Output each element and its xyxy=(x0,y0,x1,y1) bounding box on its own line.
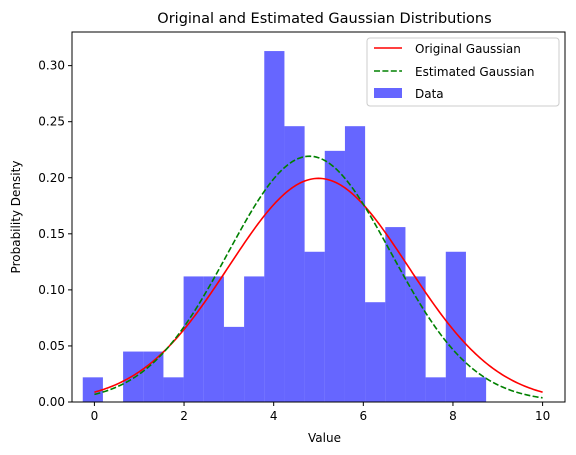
histogram-bar xyxy=(365,302,386,402)
x-axis-ticks: 0 2 4 6 8 10 xyxy=(91,402,550,423)
histogram-bar xyxy=(344,126,366,402)
histogram-bar xyxy=(203,276,224,402)
histogram-bar xyxy=(163,377,184,402)
histogram-bar xyxy=(304,251,325,402)
histogram-bar xyxy=(223,326,245,402)
histogram-bars xyxy=(82,51,487,402)
x-tick-label: 8 xyxy=(449,409,457,423)
y-tick-label: 0.25 xyxy=(38,115,65,129)
histogram-bar xyxy=(385,227,406,402)
histogram-bar xyxy=(244,276,265,402)
chart-title: Original and Estimated Gaussian Distribu… xyxy=(157,11,491,27)
y-tick-label: 0.05 xyxy=(38,339,65,353)
y-axis-ticks: 0.00 0.05 0.10 0.15 0.20 0.25 0.30 xyxy=(38,59,72,409)
histogram-bar xyxy=(445,251,466,402)
histogram-bar xyxy=(405,276,426,402)
y-tick-label: 0.20 xyxy=(38,171,65,185)
histogram-bar xyxy=(324,150,345,402)
legend-label-data: Data xyxy=(415,87,444,101)
legend-swatch-data xyxy=(374,88,402,98)
plot-frame xyxy=(71,31,566,403)
y-tick-label: 0.00 xyxy=(38,395,65,409)
x-tick-label: 10 xyxy=(535,409,550,423)
x-axis-label: Value xyxy=(308,431,341,445)
histogram-bar xyxy=(123,351,144,402)
x-tick-label: 4 xyxy=(270,409,278,423)
histogram-bar xyxy=(264,51,285,402)
legend: Original Gaussian Estimated Gaussian Dat… xyxy=(366,37,560,107)
y-tick-label: 0.30 xyxy=(38,59,65,73)
gaussian-lines xyxy=(94,155,543,399)
histogram-bar xyxy=(82,377,103,402)
estimated-gaussian-line xyxy=(94,155,543,399)
x-tick-label: 2 xyxy=(180,409,188,423)
x-tick-label: 0 xyxy=(91,409,99,423)
y-tick-label: 0.10 xyxy=(38,283,65,297)
legend-label-estimated-gaussian: Estimated Gaussian xyxy=(415,65,535,79)
histogram-bar xyxy=(465,377,487,402)
x-tick-label: 6 xyxy=(359,409,367,423)
legend-label-original-gaussian: Original Gaussian xyxy=(415,42,521,56)
histogram-bar xyxy=(143,351,164,402)
y-axis-label: Probability Density xyxy=(9,161,23,274)
histogram-bar xyxy=(425,377,446,402)
legend-box xyxy=(366,37,560,107)
y-tick-label: 0.15 xyxy=(38,227,65,241)
original-gaussian-line xyxy=(94,177,543,393)
histogram-bar xyxy=(284,126,305,402)
histogram-bar xyxy=(183,276,204,402)
